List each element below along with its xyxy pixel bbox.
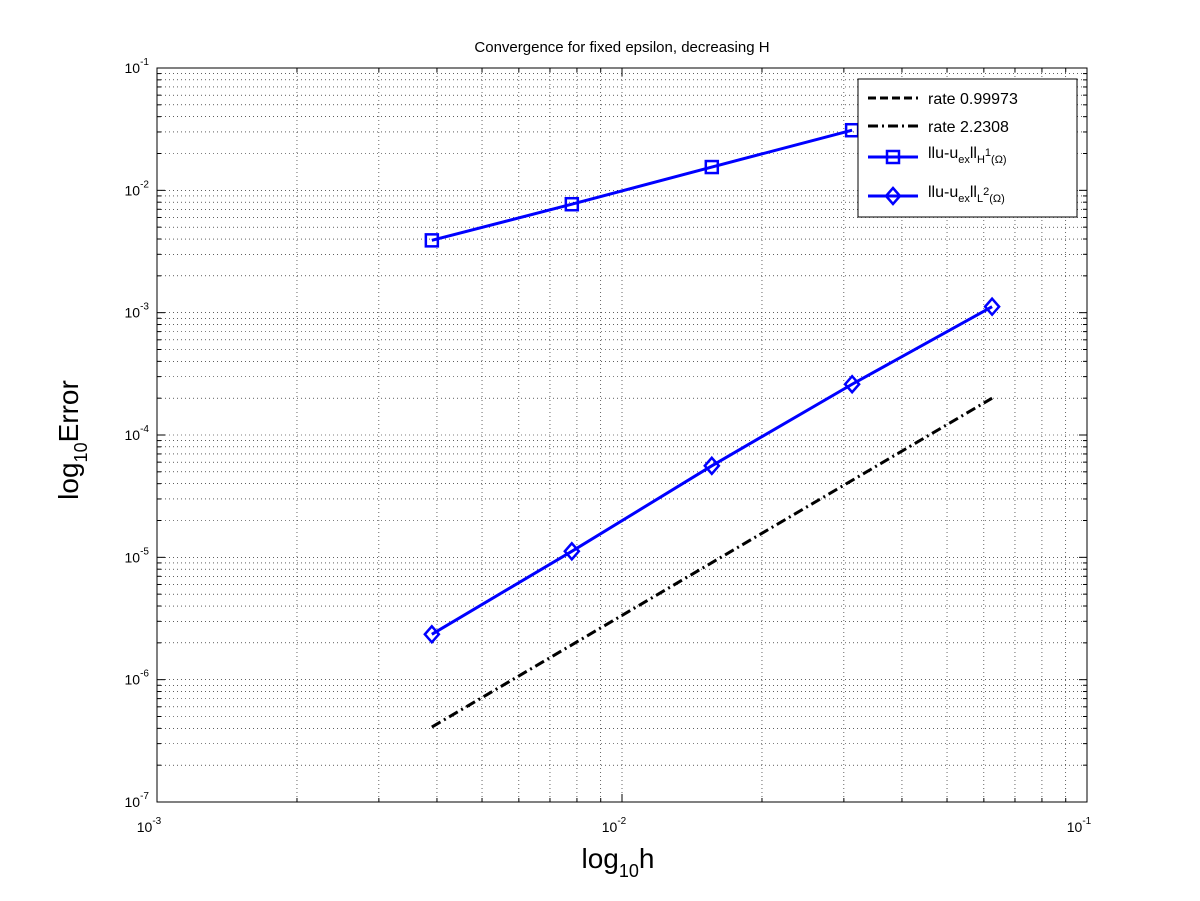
- data-point-square: [704, 159, 720, 175]
- y-tick-label-base: 10: [125, 672, 141, 688]
- data-point-diamond: [843, 374, 861, 395]
- x-tick-label-exp: -1: [1082, 816, 1091, 827]
- legend-h1-mid: ll: [970, 145, 977, 162]
- y-tick-label: 10-4: [125, 424, 150, 443]
- x-axis-title-base: log: [582, 843, 619, 874]
- y-tick-label-base: 10: [125, 427, 141, 443]
- y-tick-label-base: 10: [125, 794, 141, 810]
- y-tick-label: 10-7: [125, 791, 150, 810]
- grid: [157, 68, 1087, 802]
- y-tick-label: 10-5: [125, 546, 150, 565]
- x-tick-label-exp: -3: [152, 816, 161, 827]
- series: [423, 122, 1001, 729]
- y-tick-label: 10-2: [125, 179, 150, 198]
- ticks: 10-3 10-2 10-110-710-610-510-410-310-210-1: [125, 57, 1092, 835]
- legend-l2-sup2: 2: [983, 186, 989, 198]
- x-tick-label: 10-1: [1067, 816, 1092, 835]
- y-tick-label-exp: -2: [140, 179, 149, 190]
- y-tick-label: 10-6: [125, 669, 150, 688]
- data-point-diamond: [983, 296, 1001, 317]
- legend-label-rate-1: rate 0.99973: [928, 91, 1018, 108]
- data-point-diamond: [563, 541, 581, 562]
- legend-l2-mid: ll: [970, 184, 977, 201]
- legend-marker-square: [885, 149, 901, 165]
- legend-l2-sub2: L: [977, 193, 983, 205]
- legend-h1-sub1: ex: [958, 154, 970, 166]
- data-point-square: [424, 233, 440, 248]
- x-axis-title-sub: 10: [619, 861, 639, 881]
- legend-l2-tail: (Ω): [989, 193, 1005, 205]
- series-line-3: [431, 305, 993, 636]
- y-tick-label-base: 10: [125, 549, 141, 565]
- legend-h1-main: llu-u: [928, 145, 958, 162]
- x-tick-label-base: 10: [602, 819, 618, 835]
- chart-title: Convergence for fixed epsilon, decreasin…: [474, 39, 769, 56]
- legend-label-l2-error: llu-uexllL2(Ω): [928, 184, 1005, 205]
- x-axis-title-var: h: [639, 843, 655, 874]
- y-tick-label-base: 10: [125, 60, 141, 76]
- y-tick-label-exp: -6: [140, 669, 149, 680]
- y-tick-label-base: 10: [125, 182, 141, 198]
- legend-box: [857, 78, 1078, 218]
- legend: rate 0.99973 rate 2.2308 llu-uexllH1(Ω) …: [857, 78, 1078, 218]
- data-point-square: [564, 196, 580, 212]
- legend-l2-main: llu-u: [928, 184, 958, 201]
- x-tick-label: 10-3: [137, 816, 162, 835]
- data-point-diamond: [423, 624, 441, 645]
- y-axis-title: log10Error: [53, 380, 91, 500]
- legend-l2-sub1: ex: [958, 193, 970, 205]
- legend-marker-diamond: [884, 186, 902, 206]
- data-point-diamond: [703, 455, 721, 476]
- y-tick-label-exp: -3: [140, 302, 149, 313]
- legend-label-h1-error: llu-uexllH1(Ω): [928, 145, 1007, 166]
- y-axis-title-sub: 10: [71, 442, 91, 462]
- x-tick-label: 10-2: [602, 816, 627, 835]
- x-tick-label-exp: -2: [617, 816, 626, 827]
- y-tick-label-exp: -1: [140, 57, 149, 68]
- series-line-2: [431, 128, 853, 242]
- x-tick-label-base: 10: [1067, 819, 1083, 835]
- y-axis-title-base: log: [53, 462, 84, 499]
- y-tick-label-exp: -5: [140, 546, 149, 557]
- legend-h1-sup2: 1: [985, 147, 991, 159]
- x-tick-label-base: 10: [137, 819, 153, 835]
- y-tick-label-exp: -7: [140, 791, 149, 802]
- y-tick-label: 10-1: [125, 57, 150, 76]
- y-tick-label-base: 10: [125, 305, 141, 321]
- legend-h1-sub2: H: [977, 154, 985, 166]
- y-axis-title-var: Error: [53, 380, 84, 442]
- y-tick-label: 10-3: [125, 302, 150, 321]
- x-axis-title: log10h: [582, 843, 655, 881]
- y-tick-label-exp: -4: [140, 424, 149, 435]
- series-line-1: [431, 396, 993, 729]
- legend-h1-tail: (Ω): [991, 154, 1007, 166]
- legend-label-rate-2: rate 2.2308: [928, 119, 1009, 136]
